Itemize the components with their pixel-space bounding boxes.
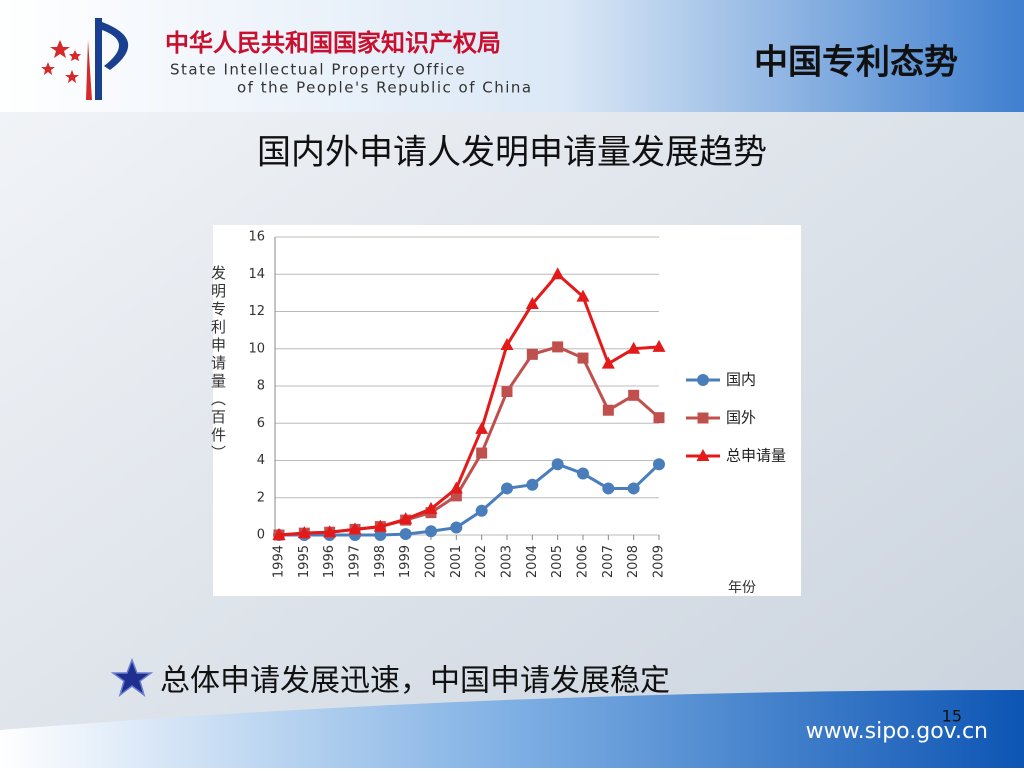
y-tick-label: 2 bbox=[257, 490, 265, 505]
x-tick-label: 2007 bbox=[601, 545, 616, 578]
data-point bbox=[425, 525, 437, 538]
data-point bbox=[627, 341, 641, 354]
legend-label: 国外 bbox=[726, 409, 756, 427]
data-point bbox=[602, 482, 615, 495]
data-point bbox=[475, 504, 488, 517]
logo bbox=[41, 18, 129, 100]
data-point bbox=[577, 352, 589, 364]
data-point bbox=[501, 482, 513, 495]
org-name-en: of the People's Republic of China bbox=[237, 79, 533, 97]
data-point bbox=[653, 412, 665, 424]
x-tick-label: 2009 bbox=[652, 545, 667, 578]
x-tick-label: 2008 bbox=[626, 545, 641, 578]
legend-marker bbox=[697, 412, 709, 424]
x-tick-label: 2001 bbox=[449, 545, 464, 578]
header-band bbox=[0, 0, 1024, 112]
data-point bbox=[526, 478, 539, 491]
bullet-star bbox=[110, 657, 154, 697]
y-tick-label: 10 bbox=[248, 341, 265, 356]
data-point bbox=[577, 467, 589, 480]
data-point bbox=[475, 421, 489, 434]
org-name-cn: 中华人民共和国国家知识产权局 bbox=[165, 29, 501, 57]
data-point bbox=[297, 526, 311, 539]
chart: 0 2 4 6 8 10 12 14 16 1994 1995 1996 1997 1998 1999 200… bbox=[209, 230, 786, 597]
y-tick-label: 8 bbox=[257, 379, 265, 394]
legend-marker bbox=[697, 374, 709, 386]
y-tick-label: 0 bbox=[257, 528, 265, 543]
series-line bbox=[279, 462, 661, 537]
y-axis-label: 发明专利申请量（百件） bbox=[209, 265, 227, 463]
x-tick-label: 2006 bbox=[576, 545, 591, 578]
x-tick-label: 1998 bbox=[373, 545, 388, 578]
x-tick-label: 2005 bbox=[550, 545, 565, 578]
data-point bbox=[450, 490, 462, 502]
chart-area bbox=[213, 225, 801, 596]
x-tick-label: 1996 bbox=[322, 545, 337, 578]
data-point bbox=[552, 341, 564, 353]
section-title: 中国专利态势 bbox=[754, 43, 958, 83]
data-point bbox=[373, 519, 387, 532]
data-point bbox=[500, 338, 514, 351]
data-point bbox=[627, 482, 640, 495]
org-name-en: State Intellectual Property Office bbox=[170, 61, 466, 79]
data-point bbox=[323, 525, 337, 538]
data-point bbox=[576, 289, 590, 302]
y-tick-label: 16 bbox=[248, 230, 265, 245]
data-point bbox=[272, 528, 286, 540]
footer-band bbox=[0, 690, 1024, 768]
x-tick-label: 1997 bbox=[348, 545, 363, 578]
data-point bbox=[525, 297, 539, 310]
data-point bbox=[653, 458, 665, 471]
x-axis-label: 年份 bbox=[728, 580, 756, 596]
y-tick-label: 14 bbox=[248, 267, 265, 282]
data-point bbox=[601, 356, 615, 369]
y-tick-label: 6 bbox=[257, 416, 265, 431]
data-point bbox=[551, 267, 565, 280]
y-tick-label: 4 bbox=[257, 453, 265, 468]
website: www.sipo.gov.cn bbox=[806, 719, 988, 744]
data-point bbox=[399, 528, 412, 541]
data-point bbox=[476, 447, 488, 459]
legend-label: 总申请量 bbox=[726, 447, 786, 465]
data-point bbox=[551, 458, 564, 471]
series-line bbox=[278, 272, 660, 537]
x-tick-label: 1995 bbox=[297, 545, 312, 578]
data-point bbox=[628, 389, 640, 401]
data-point bbox=[348, 522, 362, 535]
x-tick-label: 1999 bbox=[398, 545, 413, 578]
x-tick-label: 2003 bbox=[500, 545, 515, 578]
data-point bbox=[501, 386, 513, 398]
data-point bbox=[449, 481, 463, 494]
legend-marker bbox=[696, 449, 710, 461]
y-tick-label: 12 bbox=[248, 304, 265, 319]
data-point bbox=[602, 404, 614, 416]
data-point bbox=[399, 512, 413, 525]
slide-title: 国内外申请人发明申请量发展趋势 bbox=[257, 133, 767, 173]
page-number: 15 bbox=[942, 707, 962, 726]
data-point bbox=[652, 339, 666, 352]
x-tick-label: 2002 bbox=[474, 545, 489, 578]
data-point bbox=[424, 501, 438, 514]
data-point bbox=[526, 348, 538, 360]
bullet-text: 总体申请发展迅速，中国申请发展稳定 bbox=[160, 664, 670, 699]
legend-label: 国内 bbox=[726, 371, 756, 389]
x-tick-label: 2000 bbox=[424, 545, 439, 578]
data-point bbox=[450, 521, 463, 534]
x-tick-label: 2004 bbox=[525, 545, 540, 578]
x-tick-label: 1994 bbox=[272, 545, 287, 578]
